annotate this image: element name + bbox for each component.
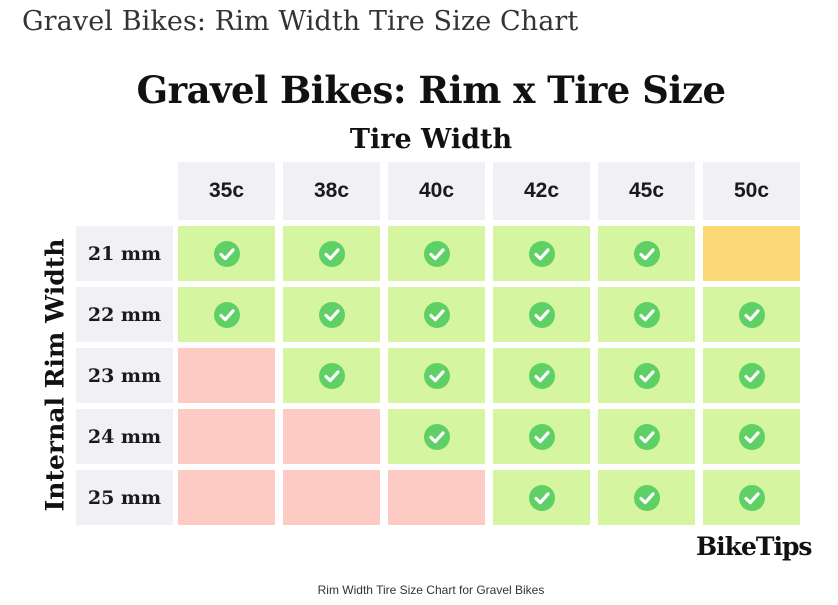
- check-circle-icon: [738, 301, 765, 328]
- cell-21mm-50c-borderline: [703, 226, 800, 281]
- column-header-40c: 40c: [388, 162, 485, 220]
- check-circle-icon: [633, 484, 660, 511]
- cell-23mm-42c-compatible: [493, 348, 590, 403]
- row-header-25mm: 25 mm: [76, 470, 173, 525]
- biketips-logo: BikeTips: [696, 532, 813, 561]
- cell-25mm-35c-incompatible: [178, 470, 275, 525]
- check-circle-icon: [318, 240, 345, 267]
- column-header-50c: 50c: [703, 162, 800, 220]
- check-circle-icon: [423, 362, 450, 389]
- cell-23mm-38c-compatible: [283, 348, 380, 403]
- cell-25mm-45c-compatible: [598, 470, 695, 525]
- cell-22mm-45c-compatible: [598, 287, 695, 342]
- figure-caption: Rim Width Tire Size Chart for Gravel Bik…: [317, 583, 545, 597]
- check-circle-icon: [633, 423, 660, 450]
- cell-23mm-50c-compatible: [703, 348, 800, 403]
- check-circle-icon: [738, 423, 765, 450]
- row-header-23mm: 23 mm: [76, 348, 173, 403]
- check-circle-icon: [528, 240, 555, 267]
- cell-22mm-38c-compatible: [283, 287, 380, 342]
- cell-21mm-42c-compatible: [493, 226, 590, 281]
- compatibility-grid: 35c 38c 40c 42c 45c 50c 21 mm 22 mm 23 mm 24 mm 25…: [76, 162, 800, 525]
- chart-title: Gravel Bikes: Rim x Tire Size: [136, 68, 726, 112]
- cell-22mm-40c-compatible: [388, 287, 485, 342]
- page-heading: Gravel Bikes: Rim Width Tire Size Chart: [22, 6, 579, 37]
- check-circle-icon: [423, 240, 450, 267]
- cell-21mm-38c-compatible: [283, 226, 380, 281]
- check-circle-icon: [213, 240, 240, 267]
- cell-24mm-42c-compatible: [493, 409, 590, 464]
- cell-21mm-35c-compatible: [178, 226, 275, 281]
- cell-25mm-50c-compatible: [703, 470, 800, 525]
- cell-22mm-50c-compatible: [703, 287, 800, 342]
- cell-25mm-42c-compatible: [493, 470, 590, 525]
- cell-21mm-40c-compatible: [388, 226, 485, 281]
- cell-24mm-38c-incompatible: [283, 409, 380, 464]
- check-circle-icon: [528, 423, 555, 450]
- check-circle-icon: [528, 484, 555, 511]
- column-axis-label: Tire Width: [349, 124, 513, 155]
- column-header-38c: 38c: [283, 162, 380, 220]
- row-axis-label: Internal Rim Width: [40, 238, 70, 512]
- cell-23mm-40c-compatible: [388, 348, 485, 403]
- check-circle-icon: [423, 423, 450, 450]
- check-circle-icon: [738, 484, 765, 511]
- check-circle-icon: [318, 301, 345, 328]
- cell-23mm-45c-compatible: [598, 348, 695, 403]
- row-header-21mm: 21 mm: [76, 226, 173, 281]
- cell-25mm-40c-incompatible: [388, 470, 485, 525]
- cell-22mm-35c-compatible: [178, 287, 275, 342]
- row-header-22mm: 22 mm: [76, 287, 173, 342]
- check-circle-icon: [633, 301, 660, 328]
- check-circle-icon: [423, 301, 450, 328]
- cell-24mm-35c-incompatible: [178, 409, 275, 464]
- cell-25mm-38c-incompatible: [283, 470, 380, 525]
- cell-23mm-35c-incompatible: [178, 348, 275, 403]
- check-circle-icon: [528, 362, 555, 389]
- check-circle-icon: [633, 240, 660, 267]
- cell-24mm-45c-compatible: [598, 409, 695, 464]
- check-circle-icon: [213, 301, 240, 328]
- check-circle-icon: [633, 362, 660, 389]
- cell-21mm-45c-compatible: [598, 226, 695, 281]
- column-header-35c: 35c: [178, 162, 275, 220]
- check-circle-icon: [318, 362, 345, 389]
- check-circle-icon: [528, 301, 555, 328]
- cell-24mm-40c-compatible: [388, 409, 485, 464]
- row-header-24mm: 24 mm: [76, 409, 173, 464]
- check-circle-icon: [738, 362, 765, 389]
- cell-22mm-42c-compatible: [493, 287, 590, 342]
- cell-24mm-50c-compatible: [703, 409, 800, 464]
- column-header-45c: 45c: [598, 162, 695, 220]
- column-header-42c: 42c: [493, 162, 590, 220]
